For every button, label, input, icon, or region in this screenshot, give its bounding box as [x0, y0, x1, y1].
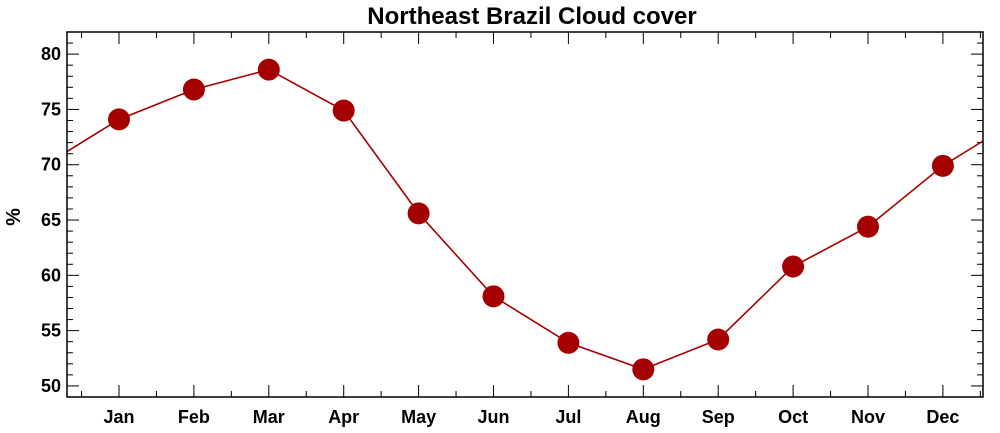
y-tick-label: 70	[41, 155, 61, 175]
data-point	[182, 78, 205, 101]
y-tick-label: 65	[41, 210, 61, 230]
data-series	[66, 58, 984, 381]
x-tick-label: Jul	[555, 407, 581, 427]
x-tick-label: Jun	[477, 407, 509, 427]
y-tick-label: 80	[41, 44, 61, 64]
x-tick-label: Dec	[926, 407, 959, 427]
x-tick-label: Oct	[778, 407, 808, 427]
data-point	[482, 285, 505, 308]
data-point	[557, 331, 580, 354]
chart-title: Northeast Brazil Cloud cover	[367, 3, 696, 30]
x-tick-label: May	[401, 407, 436, 427]
x-tick-label: Aug	[626, 407, 661, 427]
data-point	[632, 358, 655, 381]
data-point	[257, 58, 280, 81]
x-tick-label: Sep	[702, 407, 735, 427]
x-tick-label: Mar	[253, 407, 285, 427]
y-axis-label: %	[3, 208, 25, 226]
x-tick-label: Nov	[851, 407, 885, 427]
data-point	[108, 108, 130, 131]
plot-frame	[66, 31, 984, 398]
axis-ticks: 50 55 60 65 70 75 80 Jan Feb Mar Apr May Jun Jul Aug Se…	[41, 31, 983, 427]
data-point	[707, 328, 730, 351]
x-tick-label: Feb	[178, 407, 210, 427]
x-tick-label: Jan	[103, 407, 134, 427]
data-point	[931, 154, 954, 177]
data-point	[407, 202, 430, 225]
x-tick-label: Apr	[328, 407, 359, 427]
y-tick-label: 55	[41, 321, 61, 341]
data-point	[782, 255, 805, 278]
data-point	[332, 99, 355, 122]
y-tick-label: 60	[41, 265, 61, 285]
series-line	[66, 68, 984, 371]
y-tick-label: 75	[41, 99, 61, 119]
data-point	[857, 215, 879, 238]
y-tick-label: 50	[41, 376, 61, 396]
